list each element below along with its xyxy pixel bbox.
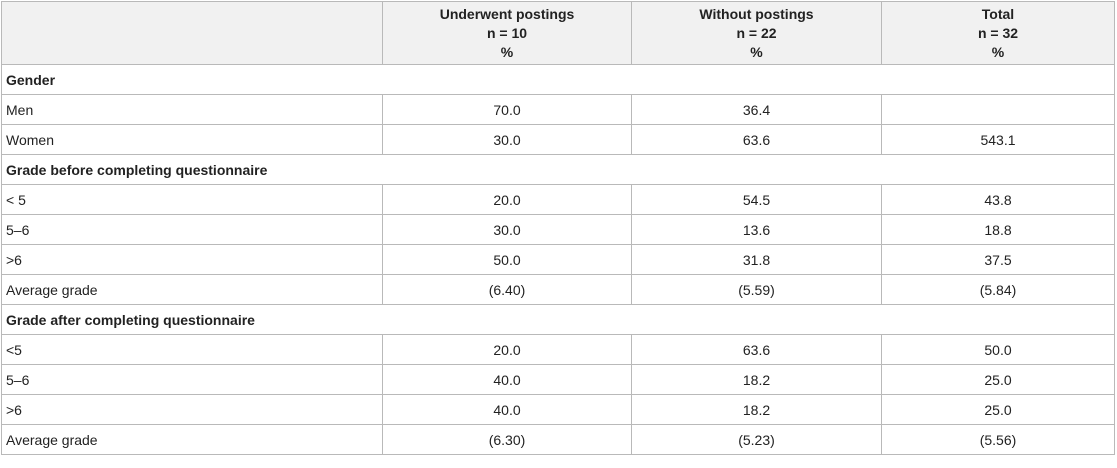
table-row: Average grade (6.30) (5.23) (5.56) [1, 424, 1115, 455]
cell-underwent-postings: 20.0 [382, 334, 632, 365]
cell-underwent-postings: 50.0 [382, 244, 632, 275]
row-label: Average grade [1, 424, 383, 455]
header-unit: % [991, 43, 1005, 60]
table-body: Gender Men 70.0 36.4 Women 30.0 63.6 543… [1, 64, 1115, 455]
cell-without-postings: 54.5 [631, 184, 882, 215]
header-unit: % [500, 43, 514, 60]
table-row: 5–6 30.0 13.6 18.8 [1, 214, 1115, 245]
cell-underwent-postings: 30.0 [382, 214, 632, 245]
table-row: >6 50.0 31.8 37.5 [1, 244, 1115, 275]
cell-total: 543.1 [881, 124, 1115, 155]
cell-underwent-postings: (6.30) [382, 424, 632, 455]
cell-underwent-postings: 30.0 [382, 124, 632, 155]
cell-without-postings: 13.6 [631, 214, 882, 245]
cell-without-postings: 63.6 [631, 334, 882, 365]
table-row: Women 30.0 63.6 543.1 [1, 124, 1115, 155]
section-row-gender: Gender [1, 64, 1115, 95]
section-row-grade-before: Grade before completing questionnaire [1, 154, 1115, 185]
row-label: Women [1, 124, 383, 155]
row-label: < 5 [1, 184, 383, 215]
header-title: Total [981, 5, 1015, 22]
cell-total: 50.0 [881, 334, 1115, 365]
cell-total: 25.0 [881, 394, 1115, 425]
table-row: < 5 20.0 54.5 43.8 [1, 184, 1115, 215]
cell-underwent-postings: 40.0 [382, 364, 632, 395]
section-title: Grade before completing questionnaire [1, 154, 1115, 185]
header-title: Without postings [699, 5, 814, 22]
cell-underwent-postings: (6.40) [382, 274, 632, 305]
header-without-postings: Without postings n = 22 % [631, 1, 882, 65]
header-row: Underwent postings n = 10 % Without post… [1, 1, 1115, 65]
table-header: Underwent postings n = 10 % Without post… [1, 1, 1115, 65]
results-table: Underwent postings n = 10 % Without post… [1, 1, 1115, 455]
cell-without-postings: 18.2 [631, 364, 882, 395]
header-sample-size: n = 32 [977, 24, 1019, 41]
header-blank-cell [1, 1, 383, 65]
cell-without-postings: 36.4 [631, 94, 882, 125]
cell-total: (5.84) [881, 274, 1115, 305]
cell-total [881, 94, 1115, 125]
section-row-grade-after: Grade after completing questionnaire [1, 304, 1115, 335]
header-sample-size: n = 10 [486, 24, 528, 41]
cell-without-postings: 63.6 [631, 124, 882, 155]
cell-underwent-postings: 70.0 [382, 94, 632, 125]
cell-without-postings: 31.8 [631, 244, 882, 275]
header-sample-size: n = 22 [736, 24, 777, 41]
cell-total: 25.0 [881, 364, 1115, 395]
section-title: Gender [1, 64, 1115, 95]
table-row: Men 70.0 36.4 [1, 94, 1115, 125]
cell-without-postings: (5.23) [631, 424, 882, 455]
section-title: Grade after completing questionnaire [1, 304, 1115, 335]
row-label: >6 [1, 394, 383, 425]
cell-total: 37.5 [881, 244, 1115, 275]
row-label: <5 [1, 334, 383, 365]
row-label: 5–6 [1, 214, 383, 245]
row-label: >6 [1, 244, 383, 275]
row-label: 5–6 [1, 364, 383, 395]
table-row: >6 40.0 18.2 25.0 [1, 394, 1115, 425]
header-underwent-postings: Underwent postings n = 10 % [382, 1, 632, 65]
cell-underwent-postings: 40.0 [382, 394, 632, 425]
cell-total: (5.56) [881, 424, 1115, 455]
cell-without-postings: (5.59) [631, 274, 882, 305]
cell-without-postings: 18.2 [631, 394, 882, 425]
header-unit: % [750, 43, 763, 60]
cell-total: 43.8 [881, 184, 1115, 215]
row-label: Average grade [1, 274, 383, 305]
table-row: <5 20.0 63.6 50.0 [1, 334, 1115, 365]
row-label: Men [1, 94, 383, 125]
table-row: Average grade (6.40) (5.59) (5.84) [1, 274, 1115, 305]
table-row: 5–6 40.0 18.2 25.0 [1, 364, 1115, 395]
cell-underwent-postings: 20.0 [382, 184, 632, 215]
cell-total: 18.8 [881, 214, 1115, 245]
header-total: Total n = 32 % [881, 1, 1115, 65]
header-title: Underwent postings [439, 5, 575, 22]
